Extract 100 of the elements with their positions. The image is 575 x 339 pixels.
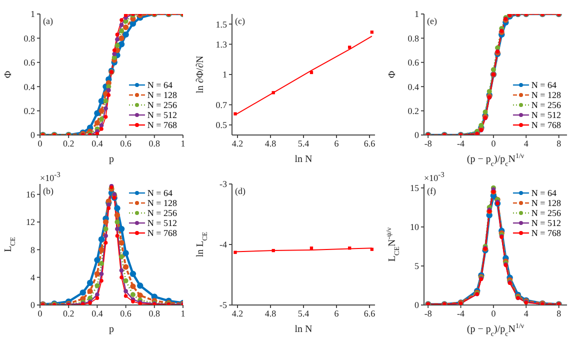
point xyxy=(98,108,104,114)
point xyxy=(119,254,124,259)
y-tick-label: 0 xyxy=(30,300,36,310)
y-tick-label: -4 xyxy=(220,239,228,250)
point xyxy=(115,32,120,36)
y-tick-label: 0.6 xyxy=(408,58,420,68)
x-tick-label: -8 xyxy=(424,138,432,148)
point xyxy=(106,93,111,97)
legend-label: N = 768 xyxy=(531,120,561,130)
legend-label: N = 256 xyxy=(531,208,561,218)
point xyxy=(137,292,143,298)
x-tick-label: 0.2 xyxy=(62,308,74,318)
legend-label: N = 64 xyxy=(147,80,172,90)
point xyxy=(348,46,352,49)
x-tick-label: 4.8 xyxy=(264,138,277,148)
point xyxy=(122,250,129,256)
point xyxy=(104,240,108,244)
x-tick-label: 0.8 xyxy=(148,138,161,148)
point xyxy=(482,110,488,115)
y-tick-label: 0.8 xyxy=(408,33,420,44)
point xyxy=(112,52,117,56)
legend-label: N = 128 xyxy=(531,198,561,208)
point xyxy=(94,120,100,126)
annotation: (a) xyxy=(43,16,53,26)
point xyxy=(114,219,120,224)
x-tick-label: 4 xyxy=(524,138,529,148)
point xyxy=(94,270,100,276)
y-tick-label: 4 xyxy=(30,272,36,282)
x-tick-label: 0.2 xyxy=(62,138,74,148)
x-tick-label: 4 xyxy=(524,308,529,318)
legend-label: N = 64 xyxy=(531,80,556,90)
point xyxy=(98,260,104,266)
y-tick-label: 0.4 xyxy=(24,82,36,92)
x-tick-label: 5.4 xyxy=(298,308,310,318)
y-tick-label: 12 xyxy=(26,216,35,227)
x-tick-label: 6 xyxy=(334,308,340,318)
legend-label: N = 64 xyxy=(147,188,172,198)
y-tick-label: 0.8 xyxy=(24,33,36,44)
x-tick-label: -4 xyxy=(457,308,466,318)
point xyxy=(486,88,492,94)
y-tick-label: -3 xyxy=(220,178,228,189)
y-tick-label: 0.6 xyxy=(24,58,36,68)
y-tick-label: -5 xyxy=(220,300,228,310)
x-tick-label: 8 xyxy=(556,308,562,318)
point xyxy=(122,31,129,38)
text: ×10$^{-3}$ xyxy=(424,170,444,182)
legend-label: N = 256 xyxy=(147,100,177,110)
point xyxy=(112,48,116,52)
y-tick-label: 0 xyxy=(414,130,420,140)
x-axis-title: ln N xyxy=(294,324,312,334)
line-series xyxy=(234,36,372,116)
x-axis-title: ln N xyxy=(294,154,312,165)
x-tick-label: 5.4 xyxy=(298,138,310,148)
x-tick-label: 0 xyxy=(38,138,43,148)
point xyxy=(137,282,144,288)
legend-label: N = 512 xyxy=(531,110,561,120)
legend-label: N = 512 xyxy=(531,218,561,228)
point xyxy=(370,30,374,34)
point xyxy=(118,35,124,41)
point xyxy=(104,106,108,111)
legend-label: N = 128 xyxy=(147,90,177,100)
x-axis-title: (p − p$_{c}$)/p$_{c}$N$^{1/ν}$ xyxy=(466,152,524,168)
x-tick-label: -4 xyxy=(457,138,466,148)
y-tick-label: 1 xyxy=(30,9,35,20)
point xyxy=(94,110,100,116)
x-tick-label: 4.8 xyxy=(264,308,277,318)
point xyxy=(87,288,93,294)
x-tick-label: -8 xyxy=(424,308,432,318)
point xyxy=(123,24,129,30)
point xyxy=(94,282,100,288)
point xyxy=(119,28,124,34)
point xyxy=(106,206,111,210)
y-tick-label: 16 xyxy=(26,189,36,200)
point xyxy=(103,98,108,104)
legend-label: N = 128 xyxy=(147,198,177,208)
point xyxy=(115,226,120,231)
x-axis-title: p xyxy=(109,324,114,334)
point xyxy=(95,132,100,135)
x-tick-label: 6.6 xyxy=(364,138,376,148)
point xyxy=(104,114,108,119)
point xyxy=(99,271,104,276)
annotation: (d) xyxy=(235,186,246,196)
x-tick-label: 0.4 xyxy=(92,308,104,318)
point xyxy=(114,42,120,48)
y-tick-label: 0.7 xyxy=(216,100,228,110)
point xyxy=(124,294,128,298)
point xyxy=(124,14,128,18)
annotation: (e) xyxy=(427,16,437,26)
point xyxy=(118,225,125,232)
x-tick-label: 8 xyxy=(556,138,562,148)
legend-label: N = 768 xyxy=(147,228,177,238)
point xyxy=(80,288,86,296)
point xyxy=(119,22,124,28)
y-tick-label: 1 xyxy=(414,9,419,20)
point xyxy=(120,18,124,22)
x-tick-label: 1 xyxy=(180,308,186,318)
y-tick-label: 0.4 xyxy=(408,82,420,92)
point xyxy=(478,122,484,128)
legend-label: N = 768 xyxy=(531,228,561,238)
y-tick-label: 0 xyxy=(414,300,420,310)
